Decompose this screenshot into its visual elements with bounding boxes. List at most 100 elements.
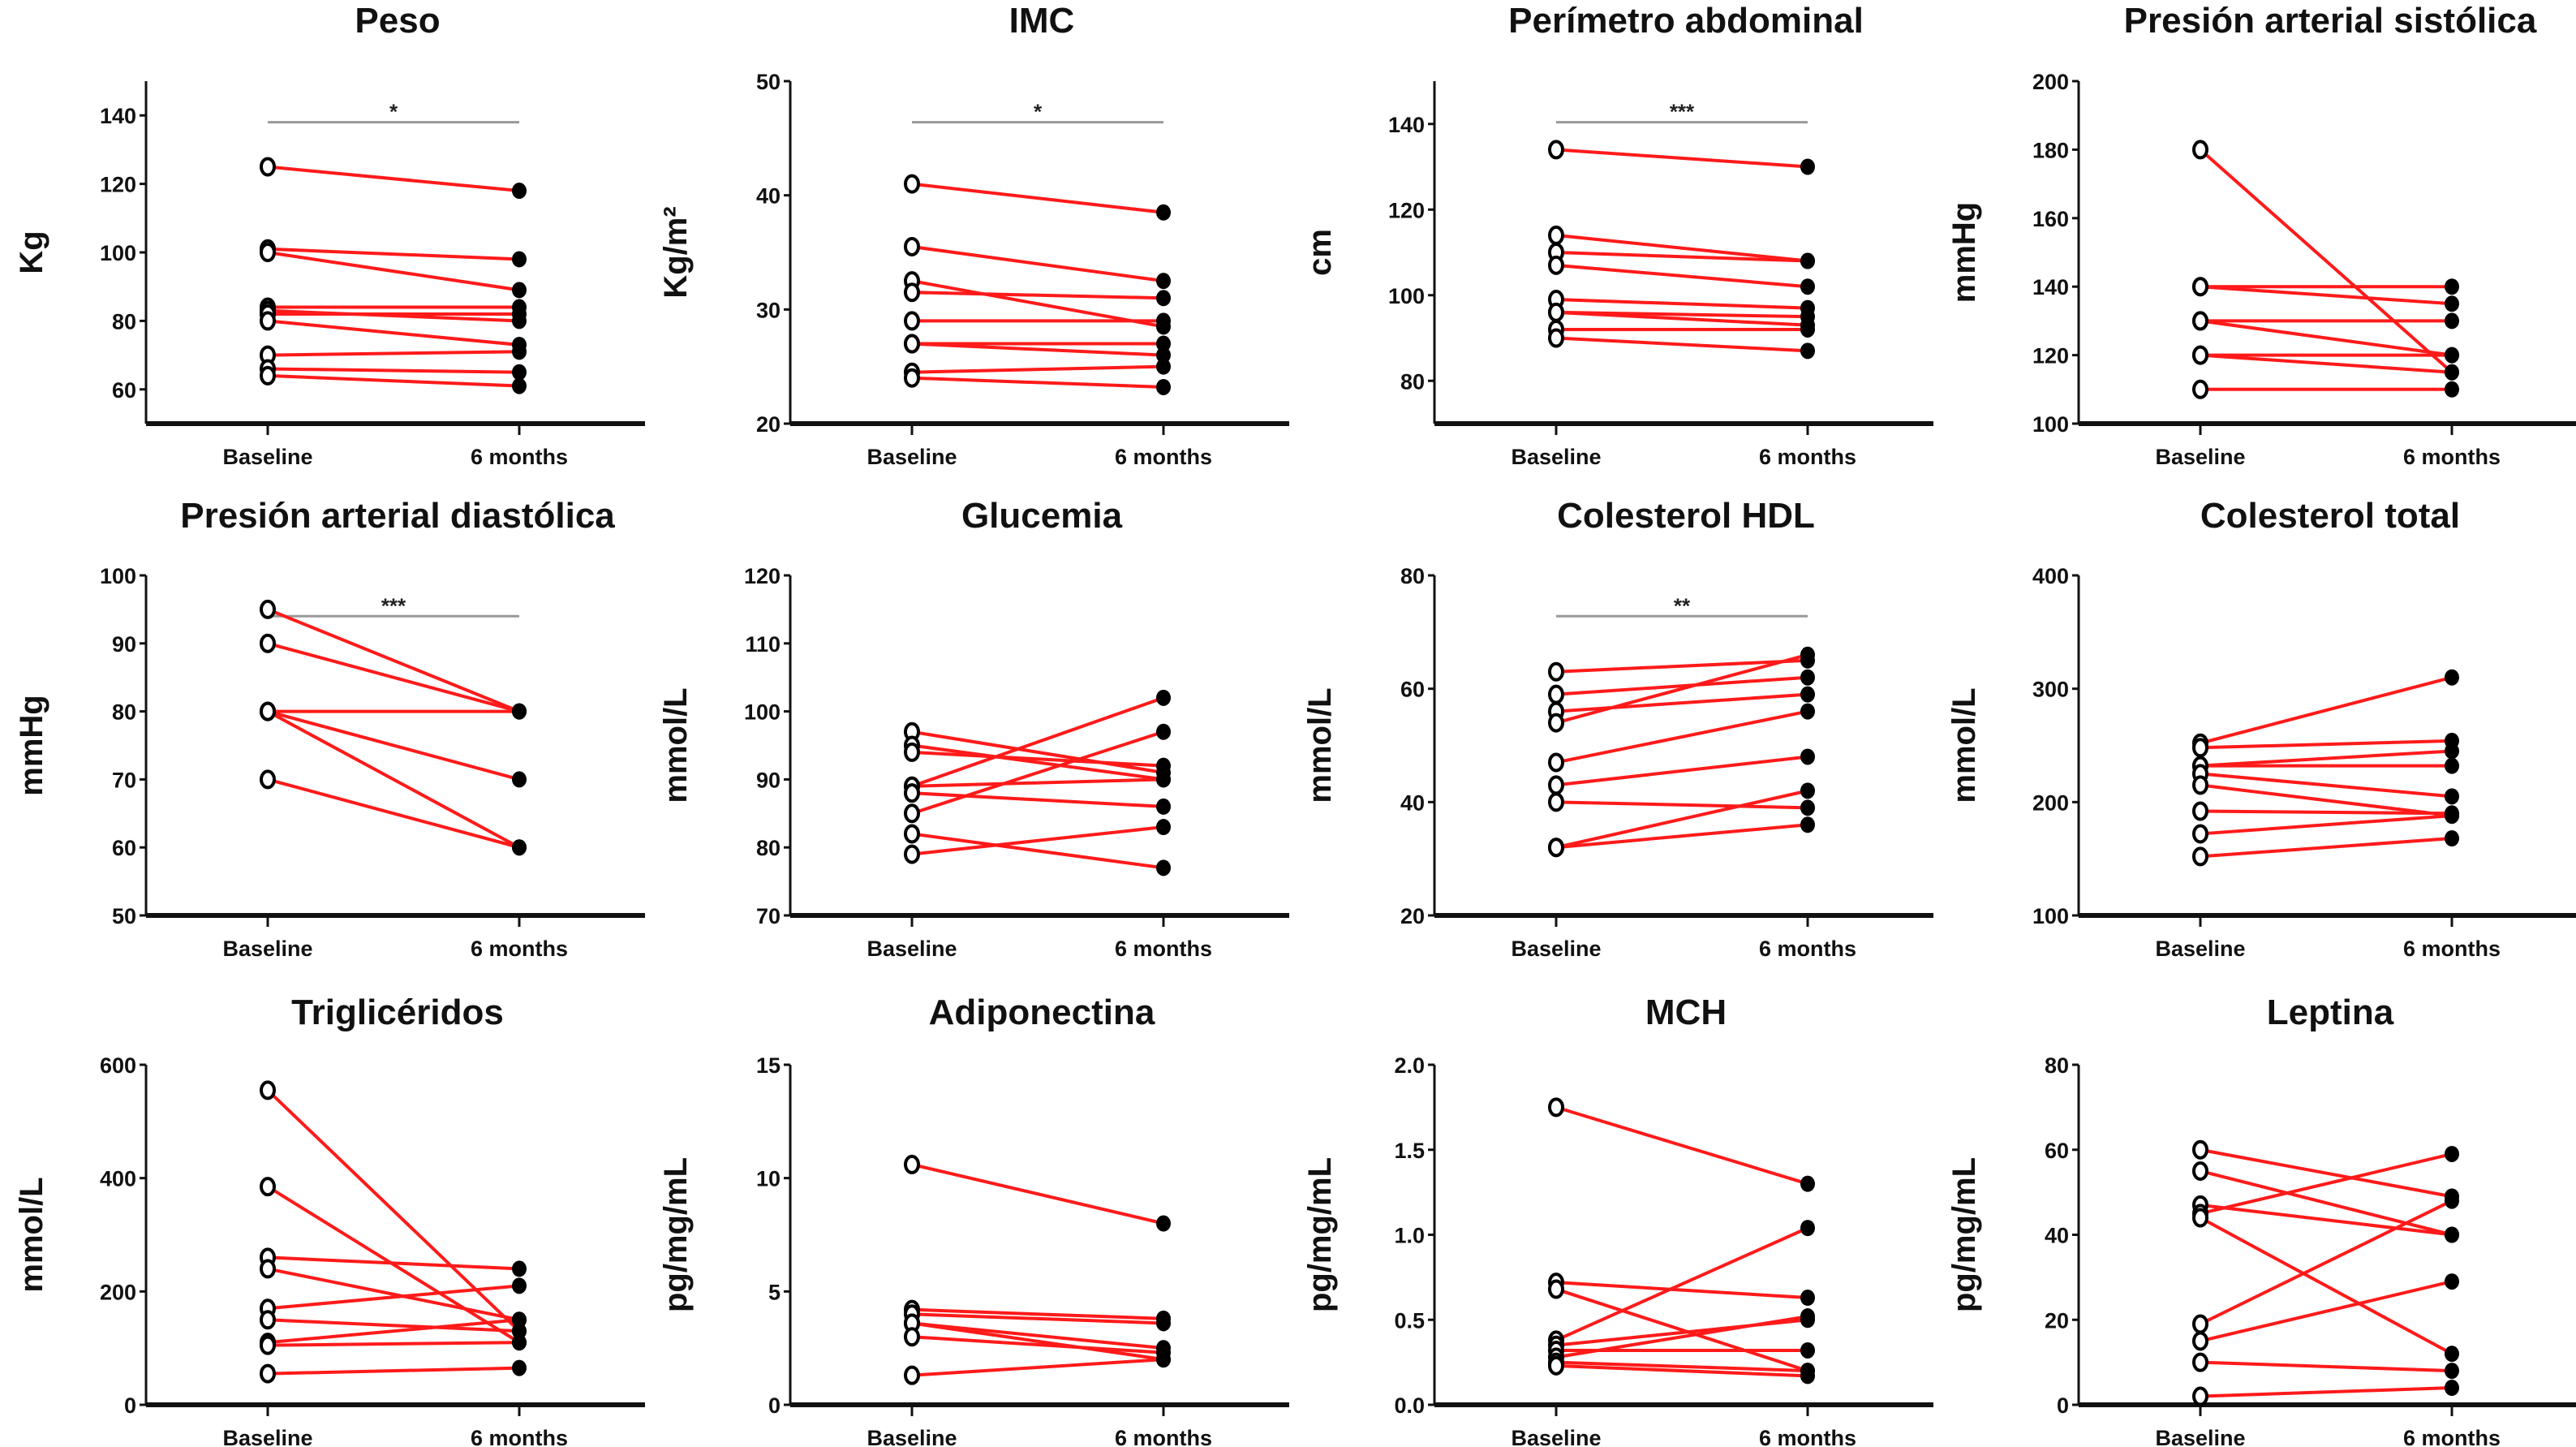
baseline-point <box>2192 1386 2208 1406</box>
6-months-point <box>1156 771 1171 788</box>
subject-line <box>1555 755 1808 787</box>
baseline-point <box>2192 1331 2208 1351</box>
y-tick-label: 100 <box>1388 284 1425 308</box>
y-tick-label: 120 <box>1388 198 1425 222</box>
x-tick-label: 6 months <box>1115 1426 1212 1447</box>
y-tick-label: 0 <box>124 1393 136 1418</box>
y-tick-label: 30 <box>756 298 781 322</box>
6-months-point <box>1156 290 1171 307</box>
subject-line <box>267 308 520 323</box>
y-tick-label: 160 <box>2032 207 2069 231</box>
subject-line <box>2200 1216 2453 1355</box>
baseline-point <box>260 1080 276 1100</box>
subject-line <box>1555 298 1808 310</box>
y-tick-label: 120 <box>2032 344 2069 368</box>
6-months-point <box>2445 364 2459 381</box>
x-tick-label: 6 months <box>2403 1426 2501 1447</box>
panel-title: Triglicéridos <box>291 993 504 1032</box>
subject-line <box>1555 1226 1808 1342</box>
6-months-point <box>1156 273 1171 290</box>
6-months-point <box>1800 342 1815 360</box>
6-months-point <box>512 377 527 394</box>
subject-line <box>267 1284 520 1311</box>
baseline-point <box>904 824 920 844</box>
subject-line <box>267 1267 520 1322</box>
baseline-point <box>904 844 920 864</box>
baseline-point <box>904 742 920 762</box>
6-months-point <box>1800 321 1815 338</box>
subject-line <box>911 696 1164 788</box>
x-tick-label: 6 months <box>471 937 568 961</box>
panel-5: Glucemia mmol/L 70 80 90 100 110 120 Baseline 6 m… <box>658 496 1289 961</box>
6-months-point <box>512 183 527 200</box>
y-tick-label: 400 <box>2032 564 2069 588</box>
subject-line <box>267 251 520 292</box>
baseline-point <box>1548 225 1564 245</box>
y-axis-label: mmHg <box>1946 202 1982 303</box>
6-months-point <box>1156 335 1171 352</box>
y-tick-label: 80 <box>112 700 136 725</box>
subject-line <box>1555 251 1808 263</box>
panel-title: Presión arterial sistólica <box>2124 1 2537 41</box>
y-tick-label: 100 <box>2032 412 2069 437</box>
6-months-point <box>512 251 527 268</box>
baseline-point <box>904 311 920 331</box>
subject-line <box>911 791 1164 808</box>
6-months-point <box>512 1334 527 1351</box>
subject-line <box>2200 319 2453 357</box>
subject-line <box>267 1366 520 1376</box>
subject-line <box>1555 1360 1808 1373</box>
y-axis-label: mmol/L <box>1302 687 1338 803</box>
baseline-point <box>1548 792 1564 812</box>
6-months-point <box>1800 1341 1815 1359</box>
subject-line <box>1555 310 1808 327</box>
y-axis-label: pg/mg/mL <box>1302 1157 1338 1312</box>
y-tick-label: 20 <box>756 412 781 437</box>
baseline-point <box>2192 738 2208 758</box>
6-months-point <box>1800 646 1815 663</box>
y-axis-label: mmHg <box>14 695 49 795</box>
y-tick-label: 1.0 <box>1394 1224 1425 1248</box>
panel-title: Presión arterial diastólica <box>180 496 615 536</box>
6-months-point <box>2445 1192 2459 1209</box>
panel-8: Triglicéridos mmol/L 0 200 400 600 Baseline 6 m… <box>14 993 645 1447</box>
y-tick-label: 60 <box>112 378 136 403</box>
6-months-point <box>1800 1220 1815 1237</box>
6-months-point <box>1156 723 1171 740</box>
panel-0: Peso Kg 60 80 100 120 140 Baseline 6 months * <box>14 1 645 469</box>
baseline-point <box>904 783 920 803</box>
baseline-point <box>260 1363 276 1384</box>
significance-label: ** <box>1674 593 1691 618</box>
subject-line <box>267 709 520 849</box>
y-tick-label: 100 <box>744 700 781 725</box>
6-months-point <box>512 282 527 299</box>
y-tick-label: 40 <box>756 184 781 209</box>
baseline-point <box>2192 277 2208 297</box>
baseline-point <box>904 1365 920 1385</box>
6-months-point <box>1800 1175 1815 1192</box>
6-months-point <box>2445 669 2459 686</box>
panel-3: Presión arterial sistólica mmHg 100 120 140 1… <box>1946 1 2576 469</box>
baseline-point <box>1548 255 1564 275</box>
6-months-point <box>1156 859 1171 876</box>
subject-line <box>1555 823 1808 850</box>
6-months-point <box>2445 295 2459 312</box>
baseline-point <box>260 599 276 619</box>
6-months-point <box>2445 788 2459 805</box>
x-tick-label: Baseline <box>222 937 312 961</box>
x-tick-label: 6 months <box>471 1426 568 1447</box>
subject-line <box>911 750 1164 768</box>
panel-title: MCH <box>1645 993 1727 1032</box>
y-tick-label: 140 <box>100 104 136 128</box>
significance-label: * <box>1034 100 1043 124</box>
y-tick-label: 140 <box>2032 275 2069 299</box>
6-months-point <box>2445 1346 2459 1363</box>
y-axis-label: mmol/L <box>1946 687 1982 803</box>
y-tick-label: 60 <box>1400 678 1425 702</box>
subject-line <box>911 182 1164 214</box>
panel-6: Colesterol HDL mmol/L 20 40 60 80 Baseline 6 mo… <box>1302 496 1933 961</box>
panel-10: MCH pg/mg/mL 0.0 0.5 1.0 1.5 2.0 Baseline 6 mont… <box>1302 993 1933 1447</box>
subject-line <box>267 1318 520 1333</box>
subject-line <box>2200 749 2453 768</box>
subject-line <box>911 1307 1164 1320</box>
